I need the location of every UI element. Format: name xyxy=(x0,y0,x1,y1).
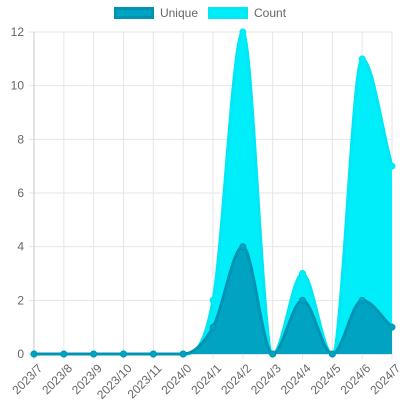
point-count xyxy=(239,28,247,36)
point-count xyxy=(209,296,217,304)
y-tick-label: 0 xyxy=(17,347,24,361)
legend-label-count: Count xyxy=(254,6,287,20)
legend-swatch-unique xyxy=(113,7,154,19)
x-tick-label: 2023/8 xyxy=(39,361,75,397)
point-unique xyxy=(30,350,38,358)
chart-legend: Unique Count xyxy=(0,6,400,20)
point-unique xyxy=(209,323,217,331)
y-tick-label: 12 xyxy=(11,25,25,39)
x-tick-label: 2024/6 xyxy=(338,361,374,397)
series-unique xyxy=(30,243,396,358)
point-unique xyxy=(299,296,306,304)
point-unique xyxy=(149,350,157,358)
point-unique xyxy=(358,296,366,304)
legend-swatch-count xyxy=(208,7,248,19)
point-unique xyxy=(179,350,187,358)
point-count xyxy=(299,270,306,277)
y-tick-label: 10 xyxy=(11,79,25,93)
point-unique xyxy=(90,350,98,358)
x-tick-label: 2024/7 xyxy=(367,361,400,397)
legend-item-count[interactable]: Count xyxy=(208,6,286,20)
point-count xyxy=(358,55,366,63)
x-tick-label: 2023/7 xyxy=(9,361,45,397)
point-unique xyxy=(60,350,68,358)
y-tick-label: 4 xyxy=(17,240,24,254)
x-tick-label: 2023/11 xyxy=(125,361,165,400)
point-unique xyxy=(239,243,247,251)
x-tick-label: 2024/4 xyxy=(278,361,314,397)
x-tick-label: 2024/1 xyxy=(188,361,224,397)
point-unique xyxy=(269,350,277,358)
point-unique xyxy=(120,350,127,358)
legend-item-unique[interactable]: Unique xyxy=(113,6,198,20)
point-unique xyxy=(328,350,336,358)
area-unique xyxy=(34,246,392,354)
y-tick-label: 2 xyxy=(17,293,24,307)
y-tick-label: 8 xyxy=(17,132,24,146)
x-tick-label: 2024/5 xyxy=(308,361,344,397)
x-tick-label: 2024/3 xyxy=(248,361,284,397)
x-tick-label: 2024/2 xyxy=(218,361,254,397)
x-tick-label: 2024/0 xyxy=(159,361,195,397)
legend-label-unique: Unique xyxy=(159,6,198,20)
point-count xyxy=(388,162,396,170)
y-tick-label: 6 xyxy=(17,186,24,200)
point-unique xyxy=(388,323,396,331)
